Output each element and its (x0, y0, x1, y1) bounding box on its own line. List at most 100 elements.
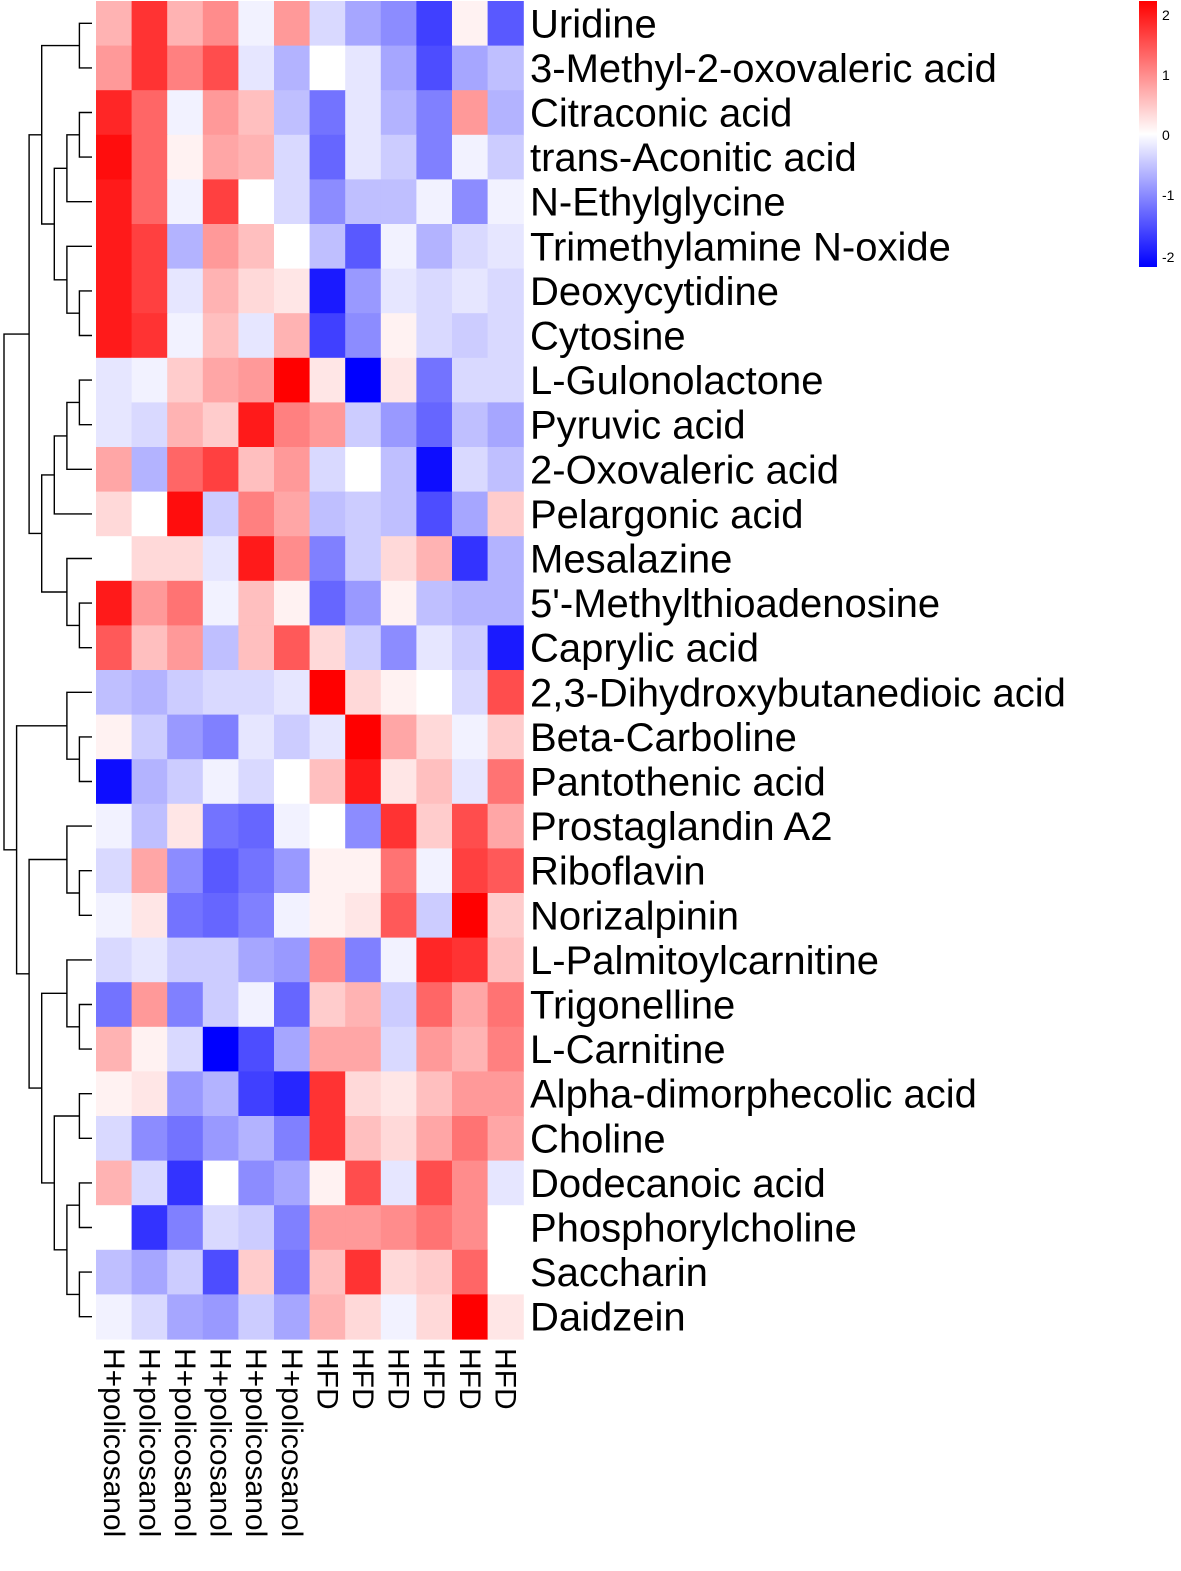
heatmap-cell (131, 90, 168, 136)
column-label: HFD (488, 1348, 521, 1410)
heatmap-cell (452, 670, 489, 716)
heatmap-cell (380, 625, 417, 671)
heatmap-cell (309, 1160, 346, 1206)
row-label: 2,3-Dihydroxybutanedioic acid (530, 671, 1066, 715)
column-label: H+policosanol (132, 1348, 165, 1537)
heatmap-cell (487, 1294, 524, 1340)
heatmap-cell (96, 357, 133, 403)
heatmap-cell (202, 759, 239, 805)
heatmap-cell (416, 1205, 453, 1251)
heatmap-cell (167, 268, 204, 314)
heatmap-cell (274, 1116, 311, 1162)
heatmap-cell (487, 268, 524, 314)
heatmap-cell (416, 893, 453, 939)
heatmap-cell (380, 937, 417, 983)
heatmap-cell (452, 1026, 489, 1072)
heatmap-cell (202, 982, 239, 1028)
legend-tick-label: 2 (1162, 7, 1170, 23)
column-label: H+policosanol (168, 1348, 201, 1537)
heatmap-cell (131, 803, 168, 849)
heatmap-cell (380, 357, 417, 403)
heatmap-cell (274, 893, 311, 939)
row-label: L-Carnitine (530, 1028, 726, 1072)
heatmap-cell (202, 491, 239, 537)
heatmap-cell (96, 1116, 133, 1162)
heatmap-cell (309, 90, 346, 136)
heatmap-cell (167, 714, 204, 760)
heatmap-cell (274, 803, 311, 849)
heatmap-cell (238, 447, 275, 493)
heatmap-cell (202, 1294, 239, 1340)
heatmap-cell (452, 759, 489, 805)
heatmap-cell (345, 179, 382, 225)
heatmap-cell (380, 1116, 417, 1162)
heatmap-cell (416, 759, 453, 805)
heatmap-cell (416, 714, 453, 760)
heatmap-cell (202, 580, 239, 626)
heatmap-cell (416, 580, 453, 626)
heatmap-cell (345, 670, 382, 716)
dendrogram-branch (78, 736, 92, 783)
dendrogram-branch (28, 134, 42, 535)
heatmap-cell (380, 893, 417, 939)
column-label: H+policosanol (275, 1348, 308, 1537)
heatmap-cell (345, 357, 382, 403)
heatmap-cell (131, 402, 168, 448)
heatmap-cell (96, 1205, 133, 1251)
heatmap-cell (274, 357, 311, 403)
heatmap-cell (167, 357, 204, 403)
row-label: Phosphorylcholine (530, 1207, 857, 1251)
heatmap-cell (380, 1160, 417, 1206)
heatmap-cell (452, 536, 489, 582)
heatmap-cell (202, 1249, 239, 1295)
heatmap-cell (487, 1205, 524, 1251)
heatmap-cell (167, 1160, 204, 1206)
heatmap-cell (345, 1116, 382, 1162)
heatmap-cell (345, 625, 382, 671)
heatmap-cell (131, 1294, 168, 1340)
column-label: HFD (346, 1348, 379, 1410)
heatmap-cell (202, 134, 239, 180)
heatmap-cell (416, 1071, 453, 1117)
heatmap-cell (131, 447, 168, 493)
heatmap-cell (452, 714, 489, 760)
heatmap-cell (380, 179, 417, 225)
heatmap-cell (238, 313, 275, 359)
heatmap-cell (167, 45, 204, 91)
row-label: trans-Aconitic acid (530, 136, 857, 180)
heatmap-cell (96, 1, 133, 47)
heatmap-cell (96, 803, 133, 849)
dendrogram-branch (78, 1271, 92, 1318)
row-label: Caprylic acid (530, 627, 759, 671)
dendrogram-branch (15, 725, 67, 975)
dendrogram-branch (78, 1003, 92, 1050)
heatmap-cell (202, 625, 239, 671)
heatmap-cell (131, 45, 168, 91)
heatmap-cell (167, 759, 204, 805)
heatmap-cell (452, 580, 489, 626)
heatmap-cell (380, 1205, 417, 1251)
heatmap-cell (487, 1116, 524, 1162)
heatmap-cell (202, 670, 239, 716)
heatmap-cell (202, 803, 239, 849)
dendrogram-branch (78, 111, 92, 158)
heatmap-cell (96, 45, 133, 91)
dendrogram-branch (78, 1093, 92, 1139)
heatmap-cell (238, 1, 275, 47)
heatmap-cell (487, 670, 524, 716)
heatmap-cell (167, 536, 204, 582)
heatmap-cell (274, 937, 311, 983)
row-label: L-Palmitoylcarnitine (530, 939, 879, 983)
heatmap-cell (238, 357, 275, 403)
heatmap-cell (380, 313, 417, 359)
heatmap-cell (487, 402, 524, 448)
heatmap-cell (167, 1071, 204, 1117)
heatmap-cell (96, 1294, 133, 1340)
heatmap-cell (131, 491, 168, 537)
heatmap-cell (416, 491, 453, 537)
dendrogram-branch (78, 870, 92, 916)
heatmap-cell (452, 982, 489, 1028)
row-label: Uridine (530, 2, 657, 46)
heatmap-cell (96, 224, 133, 270)
heatmap-cell (487, 1160, 524, 1206)
